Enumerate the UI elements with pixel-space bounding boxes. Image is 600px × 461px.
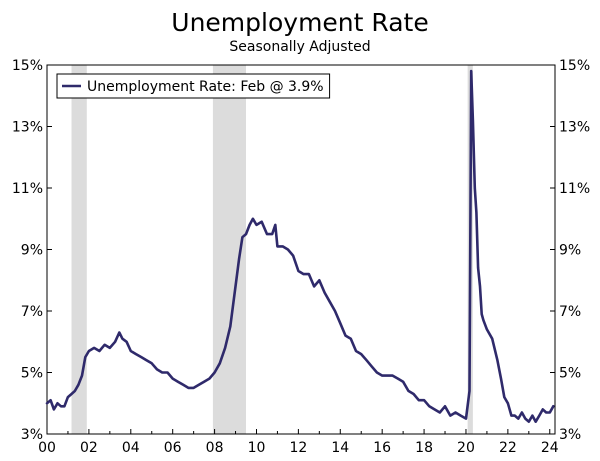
x-tick-label: 18 [415, 440, 433, 456]
x-tick-label: 00 [38, 440, 56, 456]
y-tick-label-left: 3% [21, 427, 43, 443]
x-tick-label: 12 [289, 440, 307, 456]
x-tick-label: 14 [331, 440, 349, 456]
legend-label: Unemployment Rate: Feb @ 3.9% [87, 79, 324, 95]
x-tick-label: 22 [499, 440, 517, 456]
y-tick-label-left: 5% [21, 366, 43, 382]
y-tick-label-right: 9% [559, 243, 581, 259]
y-tick-label-right: 13% [559, 120, 590, 136]
chart-title: Unemployment Rate [171, 8, 429, 37]
y-tick-label-left: 13% [12, 120, 43, 136]
x-tick-label: 20 [457, 440, 475, 456]
x-tick-label: 16 [373, 440, 391, 456]
x-tick-label: 02 [80, 440, 98, 456]
y-tick-label-left: 15% [12, 58, 43, 74]
y-tick-label-left: 11% [12, 181, 43, 197]
x-tick-label: 06 [164, 440, 182, 456]
x-tick-label: 10 [248, 440, 266, 456]
y-tick-label-right: 5% [559, 366, 581, 382]
x-tick-label: 24 [541, 440, 559, 456]
y-tick-label-left: 9% [21, 243, 43, 259]
y-tick-label-right: 15% [559, 58, 590, 74]
x-tick-label: 04 [122, 440, 140, 456]
y-tick-label-left: 7% [21, 304, 43, 320]
x-tick-label: 08 [206, 440, 224, 456]
recession-shading [71, 65, 473, 434]
legend: Unemployment Rate: Feb @ 3.9% [56, 73, 331, 99]
chart-subtitle: Seasonally Adjusted [229, 39, 371, 55]
y-tick-label-right: 11% [559, 181, 590, 197]
series-line-unemployment-rate [45, 69, 555, 423]
legend-box [56, 73, 331, 99]
recession-band-0 [71, 65, 87, 434]
y-tick-label-right: 7% [559, 304, 581, 320]
axis-ticks: 3% 3% 5% 5% 7% 7% 9% 9% 11% 11% 13% 13% 15% 15% 00 02 04… [12, 58, 590, 456]
y-tick-label-right: 3% [559, 427, 581, 443]
